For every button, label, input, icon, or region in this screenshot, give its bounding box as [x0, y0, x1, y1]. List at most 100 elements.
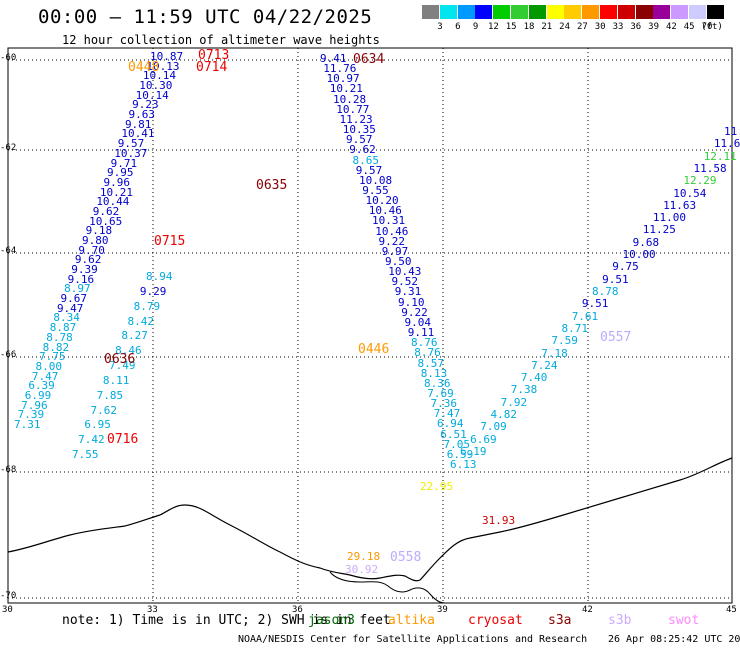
track-a-value: 9.63 [128, 108, 156, 122]
track-a-value: 8.82 [42, 340, 70, 354]
track-d-value: 7.38 [510, 383, 538, 397]
satellite-cryosat: cryosat [468, 613, 523, 628]
track-d-value: 7.18 [541, 346, 568, 360]
track-b-value: 8.42 [127, 314, 155, 328]
track-c-value: 6.94 [437, 417, 464, 431]
legend-tick: 33 [612, 22, 624, 32]
track-d-value: 11.58 [693, 161, 727, 175]
track-b-value: 8.46 [115, 344, 142, 358]
orbit-time-label: 0635 [256, 178, 288, 193]
track-c-value: 7.69 [427, 386, 454, 400]
track-c-value: 9.41 [320, 52, 347, 65]
track-d-value: 6.19 [460, 445, 487, 458]
track-b-value: 7.42 [78, 433, 105, 447]
track-a-value: 10.65 [89, 214, 123, 228]
legend-swatch [457, 5, 475, 19]
track-b-value: 8.94 [146, 270, 173, 283]
legend-unit: (ft) [701, 22, 723, 32]
track-a-value: 7.96 [21, 398, 48, 412]
track-c-value: 8.36 [424, 376, 451, 390]
legend-tick: 3 [437, 22, 443, 32]
track-a-value: 8.97 [64, 282, 91, 296]
track-d-value: 8.71 [561, 321, 589, 335]
legend-swatch [671, 5, 689, 19]
track-c-value: 10.46 [375, 224, 409, 238]
track-c-value: 6.51 [440, 427, 467, 441]
orbit-time-label: 29.18 [347, 550, 381, 563]
legend-tick: 6 [455, 22, 461, 32]
orbit-time-label: 0716 [107, 432, 139, 447]
track-c-value: 9.22 [378, 234, 406, 248]
track-b-value: 7.85 [96, 388, 124, 402]
legend-swatch [706, 5, 724, 19]
track-c-value: 10.21 [329, 82, 363, 96]
track-c-value: 9.57 [355, 163, 383, 177]
track-c-value: 10.31 [372, 214, 406, 228]
satellite-jason3: jason3 [308, 613, 355, 628]
track-a-value: 7.47 [31, 369, 59, 383]
track-a-value: 9.80 [82, 234, 109, 247]
legend-swatch [493, 5, 511, 19]
track-d-value: 4.82 [490, 408, 517, 422]
orbit-time-label: 0558 [390, 550, 422, 565]
track-c-value: 10.97 [326, 72, 360, 86]
map-subtitle: 12 hour collection of altimeter wave hei… [62, 33, 380, 47]
peninsula-outline [329, 571, 446, 604]
legend-swatch [617, 5, 635, 19]
track-d-value: 11.0 [724, 125, 740, 138]
track-b-value: 8.79 [133, 299, 161, 313]
legend-swatch [439, 5, 457, 19]
legend-tick: 24 [559, 22, 571, 32]
track-d-value: 7.24 [531, 358, 558, 372]
satellite-s3b: s3b [608, 613, 632, 628]
track-c-value: 10.77 [336, 102, 370, 116]
track-a-value: 9.62 [92, 204, 120, 218]
footer-credit: NOAA/NESDIS Center for Satellite Applica… [238, 634, 588, 645]
track-d-value: 9.51 [581, 297, 609, 311]
track-d-value: 10.00 [622, 248, 656, 262]
track-a-value: 9.18 [85, 224, 113, 238]
orbit-time-label: 0557 [600, 330, 632, 345]
track-b-value: 6.95 [84, 418, 111, 432]
legend-tick: 15 [505, 22, 517, 32]
legend-swatch [422, 5, 439, 19]
longitude-label: 36 [292, 605, 303, 615]
coastline [7, 457, 733, 582]
legend-tick: 18 [523, 22, 535, 32]
track-d-value: 7.09 [480, 420, 507, 434]
orbit-time-label: 0448 [128, 60, 160, 75]
track-c-value: 9.55 [362, 183, 389, 197]
track-d-value: 9.68 [632, 235, 660, 249]
orbit-time-label: 30.92 [345, 563, 379, 576]
track-a-value: 10.87 [150, 50, 184, 63]
track-d-value: 7.92 [500, 395, 528, 409]
track-a-value: 10.21 [99, 185, 134, 199]
track-a-value: 10.14 [142, 69, 176, 83]
legend-tick: 45 [683, 22, 695, 32]
track-a-value: 8.78 [46, 330, 73, 344]
track-c-value: 6.13 [450, 458, 477, 471]
track-d-value: 10.54 [673, 186, 707, 200]
track-a-value: 9.70 [78, 243, 105, 257]
orbit-time-label: 0636 [104, 352, 136, 367]
track-d-value: 7.40 [520, 371, 548, 385]
track-c-value: 8.65 [352, 153, 380, 167]
track-a-value: 10.37 [114, 146, 148, 160]
track-b-value: 7.49 [109, 359, 136, 372]
track-a-value: 8.00 [35, 359, 62, 373]
legend-swatch [600, 5, 617, 19]
longitude-label: 42 [582, 605, 593, 615]
track-d-value: 12.29 [683, 174, 717, 188]
track-c-value: 8.13 [420, 366, 448, 380]
track-a-value: 7.39 [17, 408, 45, 422]
latitude-label: -64 [0, 246, 17, 256]
track-a-value: 9.23 [132, 98, 159, 112]
track-a-value: 9.81 [124, 117, 152, 131]
track-a-value: 7.75 [39, 350, 66, 364]
orbit-time-label: 22.95 [420, 480, 454, 493]
legend-swatch [653, 5, 671, 19]
map-frame [7, 47, 733, 604]
track-c-value: 10.20 [365, 194, 399, 208]
legend-swatch [564, 5, 582, 19]
track-c-value: 9.97 [381, 244, 409, 258]
